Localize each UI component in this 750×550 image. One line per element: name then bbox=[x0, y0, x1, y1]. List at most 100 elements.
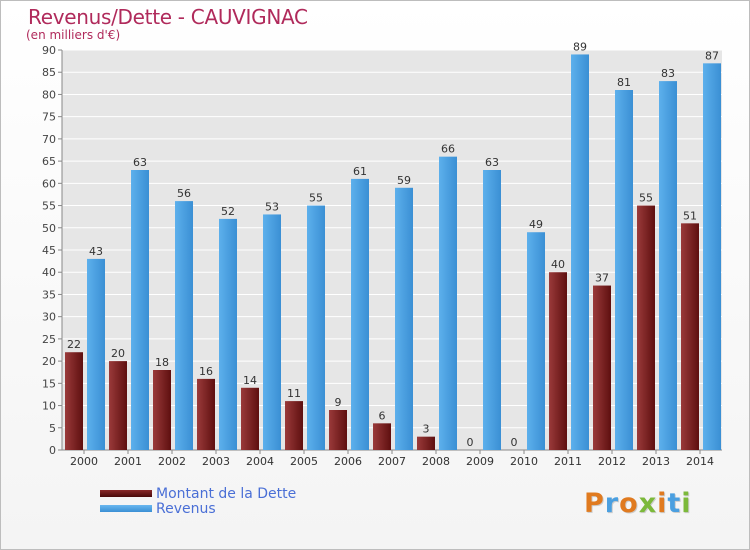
x-tick-label: 2009 bbox=[466, 455, 494, 468]
data-label-revenus: 55 bbox=[309, 192, 323, 205]
data-label-revenus: 53 bbox=[265, 200, 279, 213]
y-tick-label: 30 bbox=[42, 311, 56, 324]
data-label-dette: 16 bbox=[199, 365, 213, 378]
x-tick-label: 2002 bbox=[158, 455, 186, 468]
data-label-dette: 0 bbox=[467, 436, 474, 449]
bar-revenus bbox=[439, 156, 457, 450]
data-label-revenus: 49 bbox=[529, 218, 543, 231]
bar-revenus bbox=[571, 54, 589, 450]
data-label-dette: 37 bbox=[595, 272, 609, 285]
x-tick-label: 2012 bbox=[598, 455, 626, 468]
bar-revenus bbox=[659, 81, 677, 450]
chart-title: Revenus/Dette - CAUVIGNAC bbox=[28, 5, 308, 29]
chart-subtitle: (en milliers d'€) bbox=[26, 28, 121, 42]
y-tick-label: 15 bbox=[42, 377, 56, 390]
y-tick-label: 45 bbox=[42, 244, 56, 257]
data-label-revenus: 66 bbox=[441, 143, 455, 156]
bar-revenus bbox=[483, 170, 501, 450]
y-tick-label: 50 bbox=[42, 222, 56, 235]
data-label-revenus: 63 bbox=[485, 156, 499, 169]
data-label-dette: 14 bbox=[243, 374, 257, 387]
y-tick-label: 25 bbox=[42, 333, 56, 346]
bar-dette bbox=[417, 436, 435, 450]
y-tick-label: 20 bbox=[42, 355, 56, 368]
bar-dette bbox=[329, 410, 347, 450]
x-tick-label: 2004 bbox=[246, 455, 274, 468]
bar-revenus bbox=[175, 201, 193, 450]
bar-revenus bbox=[131, 170, 149, 450]
legend: Montant de la Dette Revenus bbox=[100, 485, 297, 517]
legend-item-dette: Montant de la Dette bbox=[100, 485, 297, 502]
bar-dette bbox=[109, 361, 127, 450]
y-tick-label: 5 bbox=[49, 422, 56, 435]
bar-revenus bbox=[263, 214, 281, 450]
y-tick-label: 40 bbox=[42, 266, 56, 279]
bar-dette bbox=[285, 401, 303, 450]
bar-dette bbox=[593, 285, 611, 450]
y-tick-label: 0 bbox=[49, 444, 56, 457]
legend-swatch-revenus bbox=[100, 505, 152, 512]
bar-dette bbox=[241, 387, 259, 450]
bar-dette bbox=[373, 423, 391, 450]
data-label-dette: 20 bbox=[111, 347, 125, 360]
bar-revenus bbox=[527, 232, 545, 450]
data-label-revenus: 43 bbox=[89, 245, 103, 258]
data-label-revenus: 59 bbox=[397, 174, 411, 187]
y-tick-label: 90 bbox=[42, 44, 56, 57]
data-label-dette: 22 bbox=[67, 338, 81, 351]
legend-label-dette: Montant de la Dette bbox=[156, 485, 297, 502]
y-tick-label: 65 bbox=[42, 155, 56, 168]
data-label-revenus: 52 bbox=[221, 205, 235, 218]
data-label-dette: 0 bbox=[511, 436, 518, 449]
y-tick-label: 35 bbox=[42, 288, 56, 301]
bar-dette bbox=[153, 370, 171, 450]
x-tick-label: 2005 bbox=[290, 455, 318, 468]
data-label-dette: 9 bbox=[335, 396, 342, 409]
data-label-dette: 55 bbox=[639, 192, 653, 205]
proxiti-logo: Proxiti bbox=[584, 488, 692, 519]
bar-dette bbox=[65, 352, 83, 450]
data-label-revenus: 61 bbox=[353, 165, 367, 178]
data-label-revenus: 56 bbox=[177, 187, 191, 200]
x-tick-label: 2006 bbox=[334, 455, 362, 468]
data-label-dette: 40 bbox=[551, 258, 565, 271]
bar-revenus bbox=[219, 218, 237, 450]
x-tick-label: 2011 bbox=[554, 455, 582, 468]
x-tick-label: 2000 bbox=[70, 455, 98, 468]
bar-dette bbox=[637, 205, 655, 450]
bar-revenus bbox=[87, 258, 105, 450]
y-tick-label: 80 bbox=[42, 88, 56, 101]
data-label-dette: 6 bbox=[379, 409, 386, 422]
data-label-dette: 3 bbox=[423, 423, 430, 436]
x-tick-label: 2003 bbox=[202, 455, 230, 468]
data-label-revenus: 89 bbox=[573, 40, 587, 53]
y-tick-label: 60 bbox=[42, 177, 56, 190]
x-tick-label: 2014 bbox=[686, 455, 714, 468]
bar-dette bbox=[681, 223, 699, 450]
bar-revenus bbox=[615, 90, 633, 450]
x-tick-label: 2013 bbox=[642, 455, 670, 468]
data-label-dette: 11 bbox=[287, 387, 301, 400]
y-tick-label: 70 bbox=[42, 133, 56, 146]
x-tick-label: 2007 bbox=[378, 455, 406, 468]
data-label-dette: 18 bbox=[155, 356, 169, 369]
bar-revenus bbox=[395, 187, 413, 450]
data-label-revenus: 83 bbox=[661, 67, 675, 80]
legend-item-revenus: Revenus bbox=[100, 500, 296, 517]
legend-label-revenus: Revenus bbox=[156, 500, 216, 517]
bar-revenus bbox=[703, 63, 721, 450]
bar-revenus bbox=[351, 178, 369, 450]
bar-revenus bbox=[307, 205, 325, 450]
data-label-dette: 51 bbox=[683, 209, 697, 222]
y-tick-label: 10 bbox=[42, 400, 56, 413]
y-tick-label: 55 bbox=[42, 200, 56, 213]
x-tick-label: 2001 bbox=[114, 455, 142, 468]
data-label-revenus: 81 bbox=[617, 76, 631, 89]
y-tick-label: 75 bbox=[42, 111, 56, 124]
x-tick-label: 2010 bbox=[510, 455, 538, 468]
bar-dette bbox=[197, 378, 215, 450]
data-label-revenus: 87 bbox=[705, 49, 719, 62]
data-label-revenus: 63 bbox=[133, 156, 147, 169]
bar-dette bbox=[549, 272, 567, 450]
